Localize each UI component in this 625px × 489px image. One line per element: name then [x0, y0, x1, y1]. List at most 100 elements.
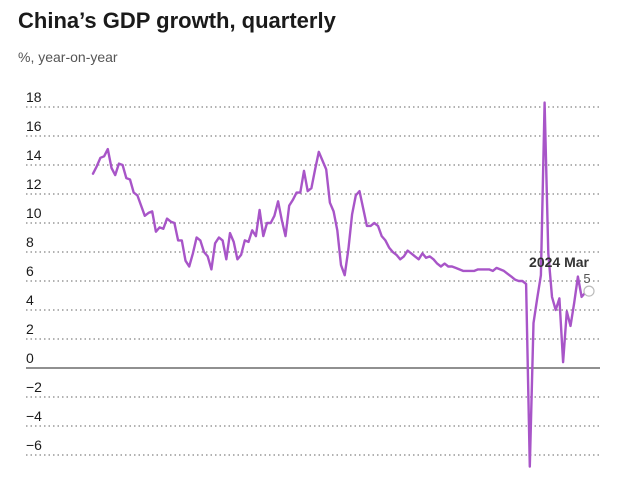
data-point [484, 268, 486, 270]
y-tick-label: 18 [26, 89, 42, 105]
data-point [136, 194, 138, 196]
data-point [118, 163, 120, 165]
data-point [359, 190, 361, 192]
data-point [562, 361, 564, 363]
data-point [440, 266, 442, 268]
data-point [177, 239, 179, 241]
data-point [458, 268, 460, 270]
data-point [199, 239, 201, 241]
y-tick-label: 6 [26, 263, 34, 279]
data-point [99, 157, 101, 159]
data-point [496, 267, 498, 269]
data-point [444, 263, 446, 265]
data-point [214, 242, 216, 244]
data-point [122, 164, 124, 166]
data-point [533, 322, 535, 324]
data-point [418, 258, 420, 260]
data-point [299, 192, 301, 194]
y-tick-label: 16 [26, 118, 42, 134]
data-point [240, 254, 242, 256]
data-point [340, 264, 342, 266]
data-point [492, 270, 494, 272]
data-point [396, 254, 398, 256]
data-point [203, 251, 205, 253]
data-point [577, 276, 579, 278]
data-point [351, 213, 353, 215]
annotation-value: 5 [583, 271, 590, 286]
data-point [381, 235, 383, 237]
data-point [218, 237, 220, 239]
y-axis-ticks: 18 16 14 12 10 8 6 4 2 0 −2 −4 −6 [26, 89, 42, 453]
data-point [285, 235, 287, 237]
data-point [407, 250, 409, 252]
data-point [477, 268, 479, 270]
y-tick-label: 8 [26, 234, 34, 250]
data-point [370, 225, 372, 227]
data-point [288, 205, 290, 207]
data-point [455, 267, 457, 269]
data-point [111, 167, 113, 169]
data-point [521, 280, 523, 282]
data-point [344, 274, 346, 276]
data-point [518, 280, 520, 282]
data-point [196, 237, 198, 239]
data-point [307, 190, 309, 192]
y-tick-label: −6 [26, 437, 42, 453]
data-point [488, 268, 490, 270]
data-point [181, 239, 183, 241]
data-point [436, 263, 438, 265]
y-tick-label: 14 [26, 147, 42, 163]
data-point [281, 219, 283, 221]
data-point [233, 241, 235, 243]
data-point [581, 296, 583, 298]
data-point [570, 325, 572, 327]
data-point [155, 231, 157, 233]
latest-annotation: 2024 Mar 5 [529, 254, 595, 297]
data-point [244, 239, 246, 241]
data-point [144, 215, 146, 217]
data-point [499, 268, 501, 270]
data-point [96, 165, 98, 167]
latest-point-marker [583, 285, 595, 297]
data-point [470, 270, 472, 272]
data-point [318, 151, 320, 153]
y-tick-label: −4 [26, 408, 42, 424]
data-point [514, 279, 516, 281]
data-points [92, 102, 590, 468]
data-point [92, 173, 94, 175]
data-point [270, 222, 272, 224]
data-point [362, 208, 364, 210]
data-point [399, 258, 401, 260]
data-point [414, 255, 416, 257]
data-point [114, 174, 116, 176]
data-point [377, 225, 379, 227]
data-point [125, 177, 127, 179]
data-point [236, 258, 238, 260]
data-point [384, 239, 386, 241]
data-point [262, 235, 264, 237]
data-point [103, 155, 105, 157]
data-point [273, 215, 275, 217]
data-point [525, 283, 527, 285]
data-point [451, 266, 453, 268]
data-point [329, 202, 331, 204]
data-point [133, 192, 135, 194]
annotation-label: 2024 Mar [529, 254, 589, 270]
data-point [251, 229, 253, 231]
data-point [529, 466, 531, 468]
data-point [192, 252, 194, 254]
data-point [229, 232, 231, 234]
data-point [510, 276, 512, 278]
data-point [170, 221, 172, 223]
data-point [347, 248, 349, 250]
data-point [540, 274, 542, 276]
y-tick-label: −2 [26, 379, 42, 395]
data-point [573, 302, 575, 304]
data-point [403, 255, 405, 257]
data-point [366, 225, 368, 227]
data-point [473, 270, 475, 272]
data-point [140, 205, 142, 207]
data-point [481, 268, 483, 270]
data-point [536, 297, 538, 299]
y-tick-label: 4 [26, 292, 34, 308]
